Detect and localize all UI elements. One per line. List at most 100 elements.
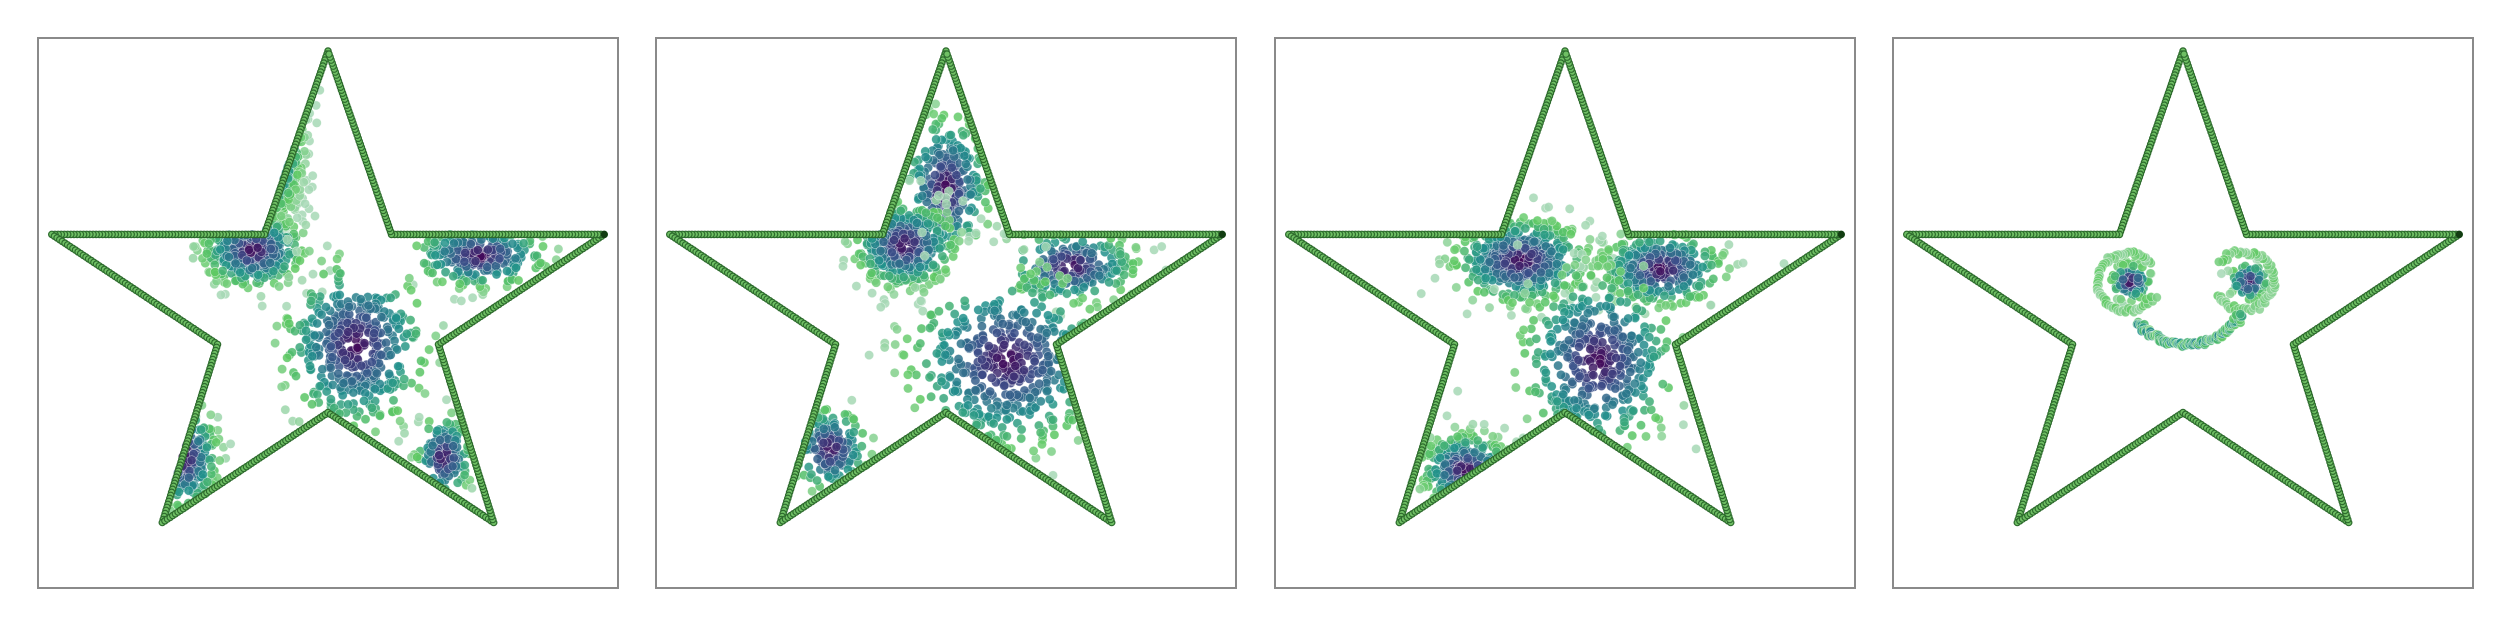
scatter-point	[1001, 400, 1012, 410]
scatter-point	[376, 312, 387, 322]
scatter-point	[274, 281, 284, 292]
scatter-point	[363, 300, 374, 311]
scatter-point	[412, 298, 422, 309]
scatter-point	[359, 338, 370, 349]
panel-1	[37, 37, 619, 589]
outline-vertex-marker	[1218, 230, 1226, 238]
scatter-point	[934, 243, 945, 254]
scatter-point	[954, 206, 964, 216]
scatter-point	[970, 375, 981, 386]
scatter-point	[460, 247, 471, 258]
scatter-point	[448, 452, 459, 463]
scatter-point	[915, 338, 926, 349]
scatter-point	[875, 245, 886, 256]
scatter-point	[1025, 268, 1036, 279]
scatter-point	[911, 369, 922, 380]
scatter-point	[889, 289, 899, 300]
scatter-point	[1037, 439, 1047, 450]
scatter-point	[1104, 277, 1114, 288]
scatter-point	[848, 414, 859, 425]
scatter-point	[366, 402, 377, 413]
scatter-point	[1115, 249, 1126, 260]
scatter-point	[441, 394, 452, 405]
scatter-point	[404, 273, 415, 284]
scatter-point	[338, 378, 349, 389]
scatter-point	[193, 436, 204, 447]
scatter-point	[1073, 435, 1084, 446]
scatter-point	[879, 342, 890, 353]
scatter-point	[253, 269, 264, 280]
scatter-point	[1449, 255, 1460, 266]
scatter-point	[1564, 203, 1575, 214]
scatter-point	[432, 259, 442, 270]
scatter-point	[1547, 215, 1557, 226]
scatter-point	[958, 130, 969, 141]
scatter-point	[874, 255, 885, 266]
scatter-point	[399, 428, 410, 439]
scatter-point	[518, 238, 529, 249]
scatter-point	[878, 236, 889, 247]
scatter-point	[892, 324, 902, 335]
scatter-point	[298, 177, 309, 188]
scatter-point	[1524, 297, 1535, 308]
scatter-point	[359, 395, 369, 406]
scatter-point	[307, 351, 318, 362]
scatter-point	[333, 368, 344, 379]
scatter-point	[1472, 241, 1483, 252]
scatter-point	[334, 289, 345, 300]
scatter-point	[366, 357, 377, 367]
scatter-point	[932, 348, 942, 359]
scatter-point	[312, 389, 323, 400]
scatter-point	[831, 441, 842, 452]
scatter-point	[899, 233, 910, 244]
scatter-point	[1509, 272, 1520, 283]
scatter-point	[392, 405, 403, 416]
scatter-point	[909, 402, 920, 413]
scatter-point	[942, 327, 953, 338]
scatter-point	[840, 236, 851, 247]
scatter-point	[940, 220, 951, 231]
panels-layer	[37, 37, 2474, 589]
scatter-point	[1659, 290, 1670, 301]
scatter-point	[1009, 328, 1020, 339]
scatter-point	[441, 417, 452, 428]
scatter-point	[279, 261, 290, 272]
scatter-point	[935, 161, 946, 172]
scatter-point	[1471, 264, 1482, 275]
scatter-point	[1016, 424, 1027, 435]
scatter-point	[414, 367, 425, 378]
scatter-point	[188, 241, 199, 252]
scatter-point	[1697, 262, 1708, 272]
scatter-point	[1045, 289, 1055, 300]
scatter-point	[1663, 281, 1674, 292]
scatter-point	[414, 412, 425, 423]
scatter-point	[1523, 267, 1534, 278]
scatter-point	[838, 261, 848, 272]
scatter-point	[1724, 239, 1734, 250]
scatter-point	[1416, 288, 1427, 299]
scatter-point	[439, 246, 450, 257]
scatter-point	[1086, 248, 1097, 258]
scatter-point	[1002, 431, 1012, 442]
scatter-point	[942, 207, 952, 218]
scatter-point	[1510, 226, 1520, 237]
scatter-point	[1029, 297, 1040, 308]
scatter-point	[265, 243, 276, 254]
scatter-point	[1467, 295, 1478, 305]
scatter-point	[393, 323, 404, 334]
scatter-point	[507, 238, 518, 249]
scatter-point	[447, 461, 458, 472]
scatter-point	[903, 369, 913, 380]
scatter-point	[437, 276, 448, 287]
scatter-point	[225, 438, 236, 449]
scatter-point	[290, 263, 301, 274]
scatter-point	[281, 301, 292, 312]
scatter-point	[921, 358, 932, 369]
scatter-point	[950, 385, 960, 396]
scatter-point	[459, 256, 470, 267]
scatter-point	[851, 281, 862, 291]
scatter-point	[997, 422, 1008, 433]
scatter-point	[1041, 241, 1051, 252]
scatter-point	[1539, 229, 1550, 240]
scatter-point	[280, 404, 291, 415]
